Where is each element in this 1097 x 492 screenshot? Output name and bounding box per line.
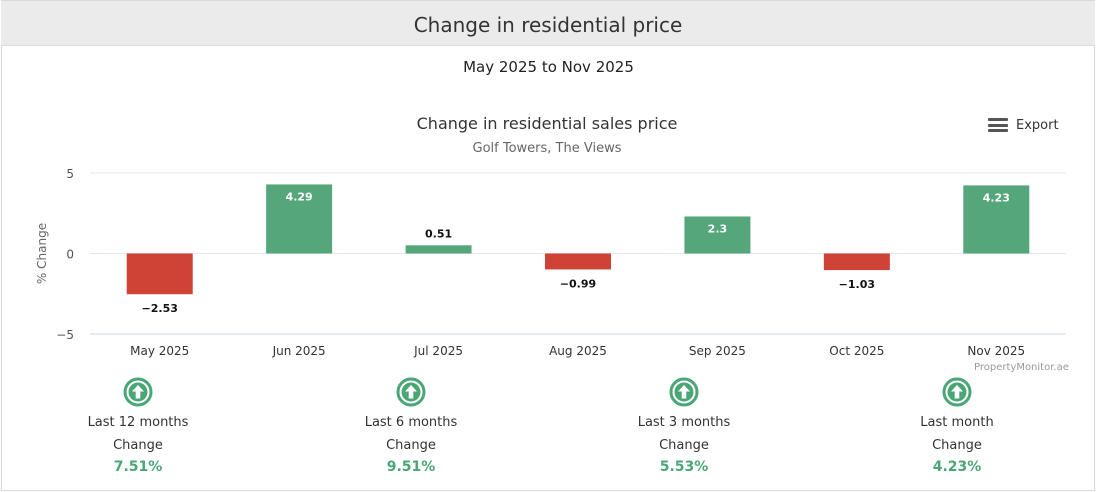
stat-period: Last 6 months <box>364 415 458 430</box>
panel-title: Change in residential price <box>413 13 683 37</box>
bar[interactable] <box>963 185 1030 254</box>
stat-label: Change <box>113 438 163 453</box>
stat-label: Change <box>386 438 436 453</box>
x-tick-label: Oct 2025 <box>829 344 884 358</box>
bar[interactable] <box>545 253 611 270</box>
data-label: 0.51 <box>425 227 452 240</box>
stat-card: Last month Change 4.23% <box>857 377 1057 475</box>
bar-chart: 5 0 −5 % Change −2.53 May 2025 4.29 Jun 2025 0.5… <box>35 167 1066 358</box>
stat-card: Last 12 months Change 7.51% <box>38 377 238 475</box>
date-range: May 2025 to Nov 2025 <box>463 58 634 76</box>
x-tick-label: Nov 2025 <box>967 344 1025 358</box>
x-tick-label: May 2025 <box>130 344 189 358</box>
stat-period: Last month <box>920 415 994 430</box>
x-tick-label: Aug 2025 <box>549 344 607 358</box>
arrow-up-circle-icon <box>942 377 972 407</box>
bar[interactable] <box>823 253 890 271</box>
bar[interactable] <box>405 245 472 254</box>
arrow-up-circle-icon <box>396 377 426 407</box>
stat-card: Last 6 months Change 9.51% <box>311 377 511 475</box>
stat-value: 4.23% <box>932 459 982 475</box>
x-tick-label: Jun 2025 <box>272 344 326 358</box>
stat-card: Last 3 months Change 5.53% <box>584 377 784 475</box>
stat-label: Change <box>659 438 709 453</box>
arrow-up-circle-icon <box>669 377 699 407</box>
y-axis-label: % Change <box>35 223 49 284</box>
stat-label: Change <box>932 438 982 453</box>
stat-period: Last 12 months <box>87 415 189 430</box>
stat-period: Last 3 months <box>637 415 731 430</box>
x-tick-label: Sep 2025 <box>689 344 746 358</box>
chart-title: Change in residential sales price <box>416 114 678 133</box>
data-label: 2.3 <box>708 222 728 235</box>
credit-link[interactable]: PropertyMonitor.ae <box>974 362 1069 373</box>
stat-value: 7.51% <box>113 459 163 475</box>
menu-icon[interactable] <box>988 117 1008 133</box>
data-label: −1.03 <box>839 278 875 291</box>
y-tick-label: 0 <box>66 248 74 262</box>
data-label: −2.53 <box>142 302 178 315</box>
stat-value: 5.53% <box>659 459 709 475</box>
chart-subtitle: Golf Towers, The Views <box>472 141 622 156</box>
data-label: −0.99 <box>560 277 596 290</box>
bar[interactable] <box>684 216 751 254</box>
y-tick-label: −5 <box>56 328 74 342</box>
y-tick-label: 5 <box>66 167 74 181</box>
stat-value: 9.51% <box>386 459 436 475</box>
export-button[interactable]: Export <box>988 117 1059 133</box>
data-label: 4.23 <box>983 191 1010 204</box>
bar[interactable] <box>126 253 193 295</box>
x-tick-label: Jul 2025 <box>413 344 463 358</box>
data-label: 4.29 <box>286 190 313 203</box>
arrow-up-circle-icon <box>123 377 153 407</box>
panel-header: Change in residential price <box>1 1 1095 46</box>
export-label[interactable]: Export <box>1016 117 1059 133</box>
stats-row: Last 12 months Change 7.51% Last 6 months Ch… <box>0 377 1097 487</box>
bar[interactable] <box>266 184 333 254</box>
